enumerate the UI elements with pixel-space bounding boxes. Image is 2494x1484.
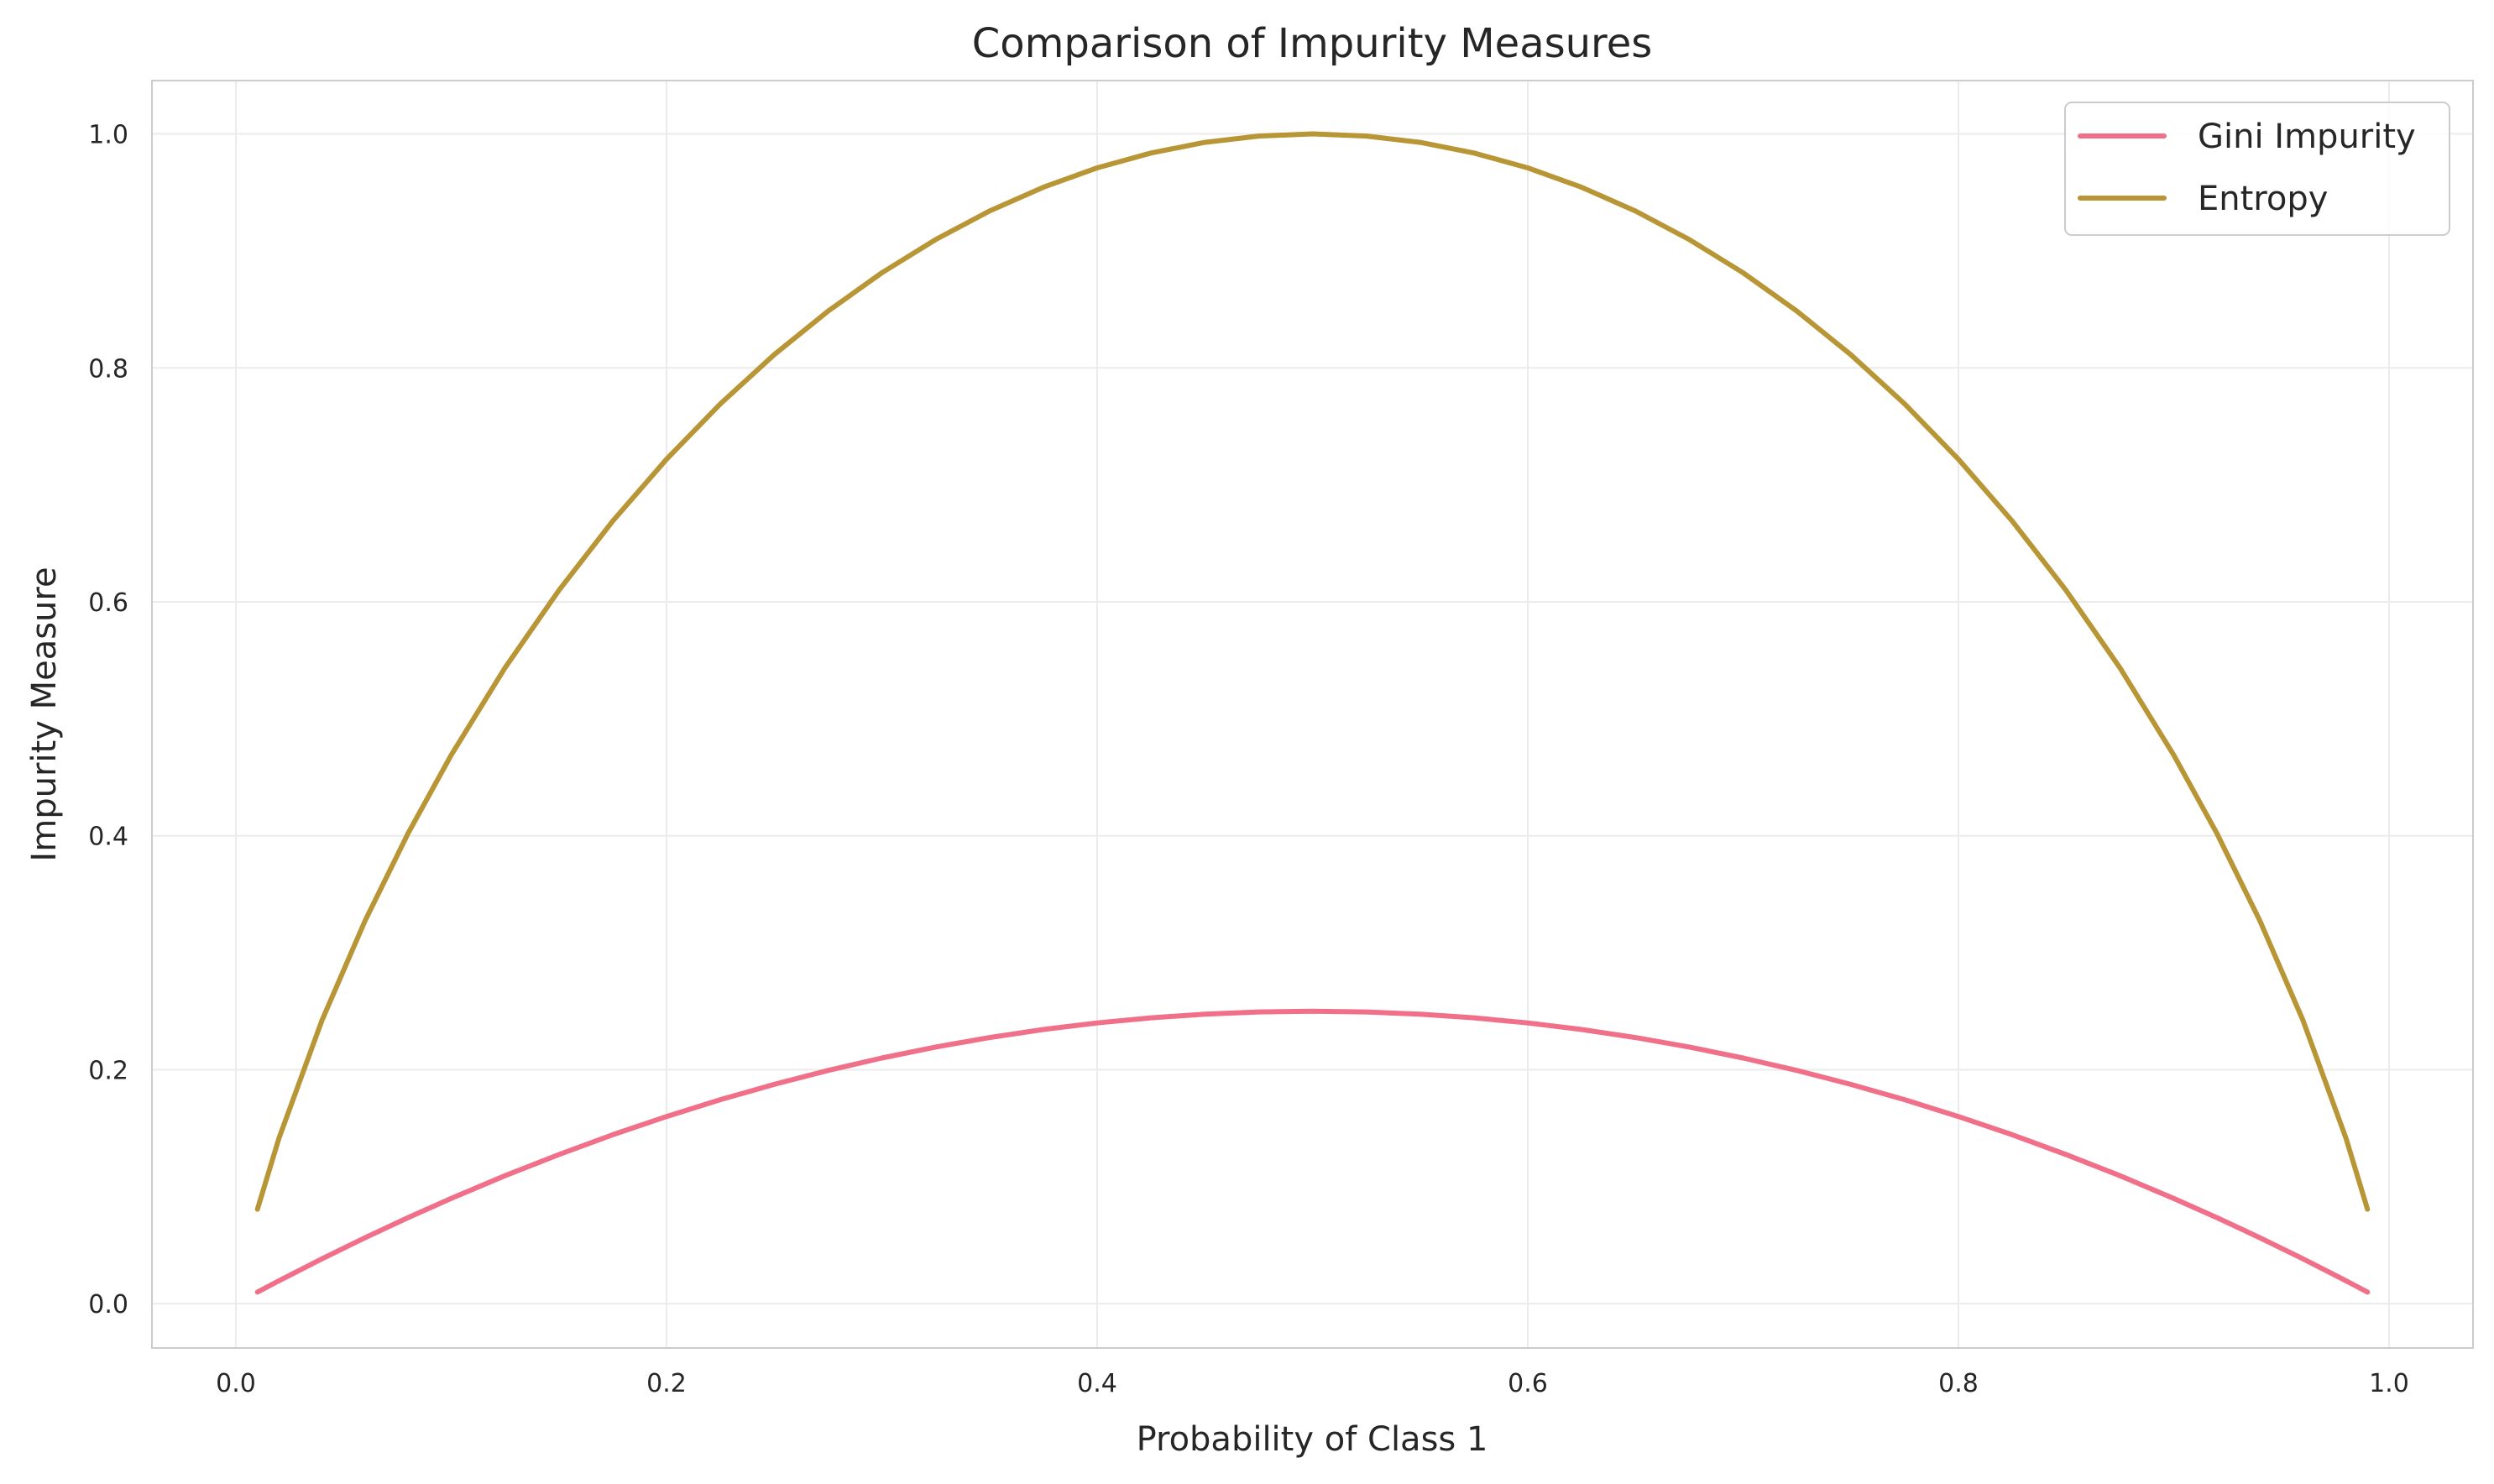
x-tick-label: 0.8 (1938, 1369, 1979, 1398)
x-tick-label: 1.0 (2369, 1369, 2409, 1398)
legend-label-gini: Gini Impurity (2198, 118, 2416, 156)
legend-label-entropy: Entropy (2198, 180, 2328, 218)
grid (152, 81, 2473, 1348)
y-tick-label: 0.6 (88, 588, 128, 618)
x-tick-label: 0.0 (216, 1369, 256, 1398)
y-axis-label: Impurity Measure (25, 567, 64, 861)
y-tick-label: 0.2 (88, 1056, 128, 1085)
plot-frame (151, 80, 2474, 1349)
plot-area (152, 81, 2473, 1348)
x-tick-label: 0.6 (1508, 1369, 1548, 1398)
y-tick-label: 1.0 (88, 121, 128, 150)
series-layer (254, 131, 2371, 1295)
y-tick-label: 0.0 (88, 1290, 128, 1319)
y-tick-label: 0.8 (88, 354, 128, 384)
x-axis-label: Probability of Class 1 (1137, 1420, 1488, 1459)
series-line-entropy (254, 131, 2371, 1212)
x-tick-label: 0.2 (646, 1369, 687, 1398)
chart-title: Comparison of Impurity Measures (972, 20, 1653, 67)
x-tick-label: 0.4 (1077, 1369, 1117, 1398)
x-tick-labels: 0.0 0.2 0.4 0.6 0.8 1.0 (216, 1369, 2409, 1398)
y-tick-labels: 0.0 0.2 0.4 0.6 0.8 1.0 (88, 121, 128, 1320)
legend: Gini Impurity Entropy (2064, 102, 2450, 236)
series-line-gini-impurity (254, 1008, 2371, 1295)
y-tick-label: 0.4 (88, 823, 128, 852)
